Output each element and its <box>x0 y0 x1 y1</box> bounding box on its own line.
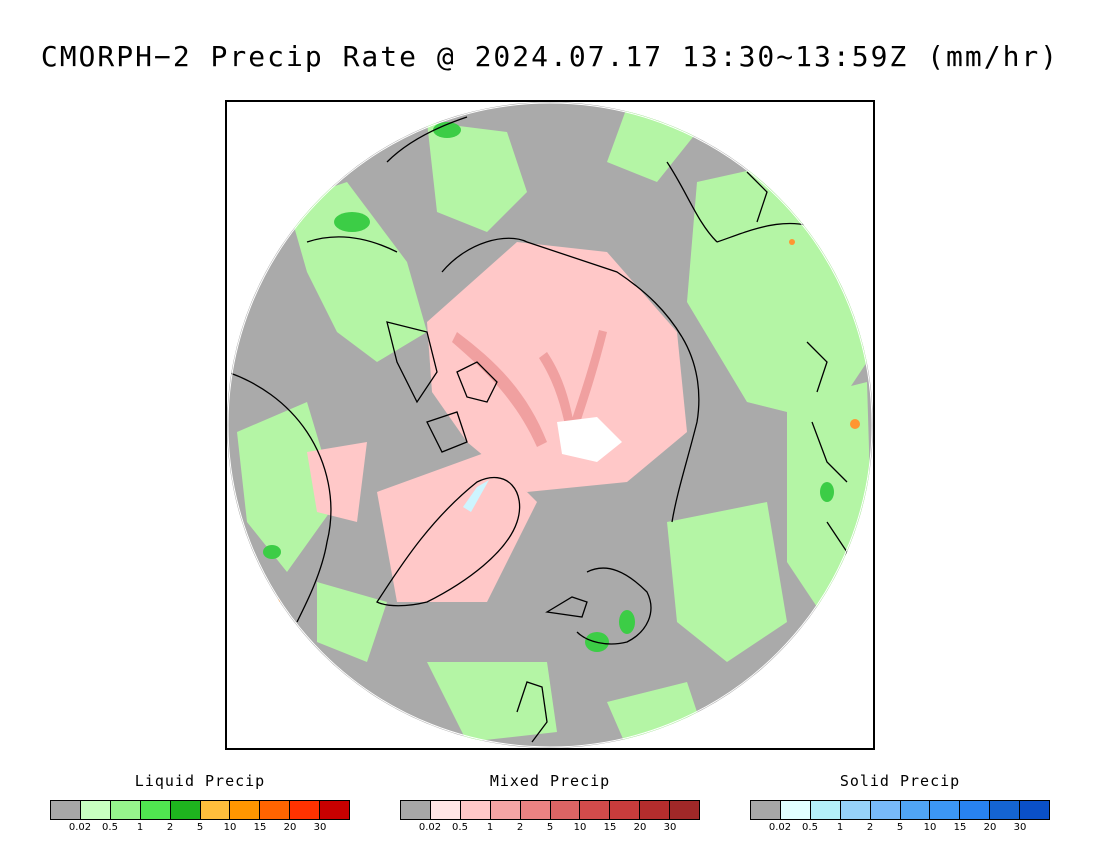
legend-mixed-swatch <box>670 801 700 819</box>
legend-liquid-tick: 0.5 <box>102 822 118 833</box>
legend-liquid-swatch <box>260 801 291 819</box>
legend-mixed-tick: 30 <box>663 822 677 833</box>
coastlines <box>227 116 848 743</box>
legend-mixed-swatch <box>550 801 581 819</box>
legend-solid-tick: 5 <box>896 822 904 833</box>
legend-mixed-swatch <box>640 801 671 819</box>
legend-mixed-tick: 2 <box>516 822 524 833</box>
legend-solid-tick: 20 <box>983 822 997 833</box>
legend-solid-swatch <box>810 801 841 819</box>
legend-liquid-tick: 1 <box>136 822 144 833</box>
mixed-precip-areas <box>307 242 687 602</box>
solid-precip-patch <box>463 480 489 512</box>
legend-solid-tick: 15 <box>953 822 967 833</box>
moderate-liquid-precip <box>263 122 834 652</box>
legend-solid-swatches <box>750 800 1050 820</box>
legend-liquid-tick: 20 <box>283 822 297 833</box>
legend-mixed-swatch <box>520 801 551 819</box>
disk-edge <box>227 102 873 748</box>
legend-liquid: Liquid Precip 0.02 0.5 1 2 5 10 15 20 30 <box>50 772 350 842</box>
legend-liquid-swatch <box>200 801 231 819</box>
legend-mixed-tick: 1 <box>486 822 494 833</box>
legend-liquid-tick: 2 <box>166 822 174 833</box>
legend-solid-tick: 10 <box>923 822 937 833</box>
legend-solid-title: Solid Precip <box>839 772 961 790</box>
legend-solid-swatch <box>751 801 781 819</box>
legend-liquid-ticks: 0.02 0.5 1 2 5 10 15 20 30 <box>50 822 350 836</box>
legend-mixed-swatch <box>490 801 521 819</box>
legend-mixed-swatch <box>430 801 461 819</box>
legend-solid-swatch <box>840 801 871 819</box>
legend-solid-tick: 0.02 <box>768 822 792 833</box>
legend-liquid-swatches <box>50 800 350 820</box>
legend-mixed-tick: 10 <box>573 822 587 833</box>
legend-liquid-tick: 0.02 <box>68 822 92 833</box>
legend-liquid-swatch <box>110 801 141 819</box>
legend-solid-swatch <box>1020 801 1050 819</box>
legend-liquid-tick: 10 <box>223 822 237 833</box>
polar-map-svg <box>227 102 873 748</box>
legend-mixed: Mixed Precip 0.02 0.5 1 2 5 10 15 20 30 <box>400 772 700 842</box>
legend-mixed-swatches <box>400 800 700 820</box>
legend-liquid-title: Liquid Precip <box>134 772 266 790</box>
legend-liquid-swatch <box>140 801 171 819</box>
legend-mixed-swatch <box>580 801 611 819</box>
legend-mixed-ticks: 0.02 0.5 1 2 5 10 15 20 30 <box>400 822 700 836</box>
legend-mixed-swatch <box>610 801 641 819</box>
legend-liquid-swatch <box>290 801 321 819</box>
polar-precip-map <box>225 100 875 750</box>
legend-mixed-swatch <box>401 801 431 819</box>
legend-solid-swatch <box>870 801 901 819</box>
legend-solid-tick: 1 <box>836 822 844 833</box>
legend-liquid-tick: 30 <box>313 822 327 833</box>
legend-liquid-swatch <box>320 801 350 819</box>
legend-liquid-tick: 5 <box>196 822 204 833</box>
legend-liquid-tick: 15 <box>253 822 267 833</box>
precip-field <box>227 102 873 748</box>
legend-liquid-swatch <box>80 801 111 819</box>
legend-mixed-swatch <box>460 801 491 819</box>
legend-solid-swatch <box>990 801 1021 819</box>
legend-solid-swatch <box>780 801 811 819</box>
legend-solid-swatch <box>960 801 991 819</box>
legend-solid-tick: 2 <box>866 822 874 833</box>
legend-mixed-tick: 15 <box>603 822 617 833</box>
legend-mixed-tick: 0.5 <box>452 822 468 833</box>
legend-liquid-swatch <box>170 801 201 819</box>
legend-liquid-swatch <box>51 801 81 819</box>
legend-solid: Solid Precip 0.02 0.5 1 2 5 10 15 20 30 <box>750 772 1050 842</box>
legend-mixed-title: Mixed Precip <box>489 772 611 790</box>
legend-solid-tick: 0.5 <box>802 822 818 833</box>
legend-solid-swatch <box>900 801 931 819</box>
legend-mixed-tick: 0.02 <box>418 822 442 833</box>
solid-precip-area <box>557 417 622 462</box>
legend-solid-swatch <box>930 801 961 819</box>
legend-solid-ticks: 0.02 0.5 1 2 5 10 15 20 30 <box>750 822 1050 836</box>
legend-solid-tick: 30 <box>1013 822 1027 833</box>
legend-mixed-tick: 20 <box>633 822 647 833</box>
legend-mixed-tick: 5 <box>546 822 554 833</box>
legend-liquid-swatch <box>230 801 261 819</box>
map-title: CMORPH−2 Precip Rate @ 2024.07.17 13:30~… <box>40 40 1060 73</box>
